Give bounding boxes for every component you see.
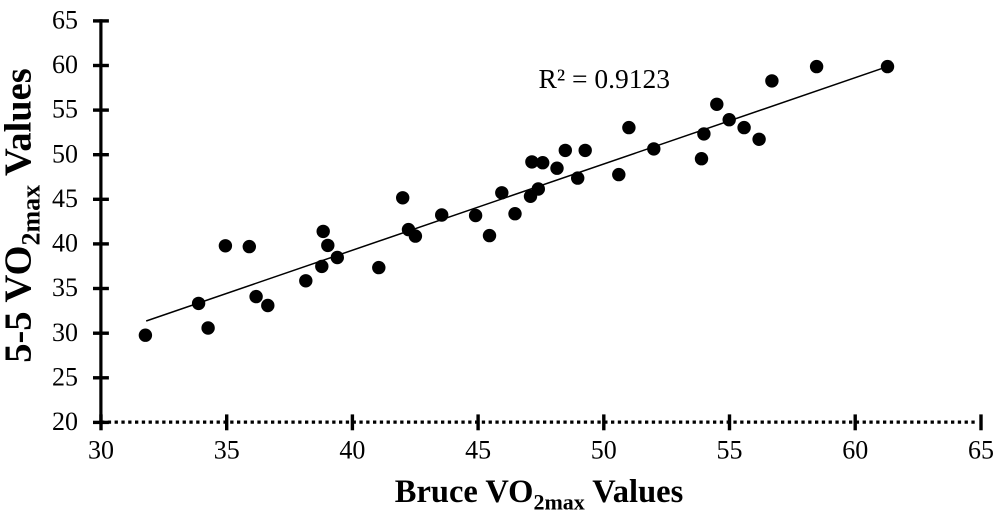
- svg-text:40: 40: [52, 229, 78, 258]
- svg-text:30: 30: [88, 435, 114, 464]
- svg-text:60: 60: [52, 50, 78, 79]
- svg-text:50: 50: [52, 139, 78, 168]
- svg-text:45: 45: [465, 435, 491, 464]
- svg-text:50: 50: [591, 435, 617, 464]
- svg-text:30: 30: [52, 318, 78, 347]
- svg-text:25: 25: [52, 362, 78, 391]
- svg-text:65: 65: [968, 435, 994, 464]
- svg-text:60: 60: [842, 435, 868, 464]
- svg-text:40: 40: [339, 435, 365, 464]
- svg-text:20: 20: [52, 407, 78, 436]
- svg-text:65: 65: [52, 6, 78, 35]
- svg-text:45: 45: [52, 184, 78, 213]
- svg-text:55: 55: [52, 95, 78, 124]
- svg-text:55: 55: [717, 435, 743, 464]
- svg-text:35: 35: [214, 435, 240, 464]
- svg-text:35: 35: [52, 273, 78, 302]
- svg-text:5-5 VO2max Values: 5-5 VO2max Values: [0, 68, 46, 363]
- svg-text:R² = 0.9123: R² = 0.9123: [539, 63, 670, 94]
